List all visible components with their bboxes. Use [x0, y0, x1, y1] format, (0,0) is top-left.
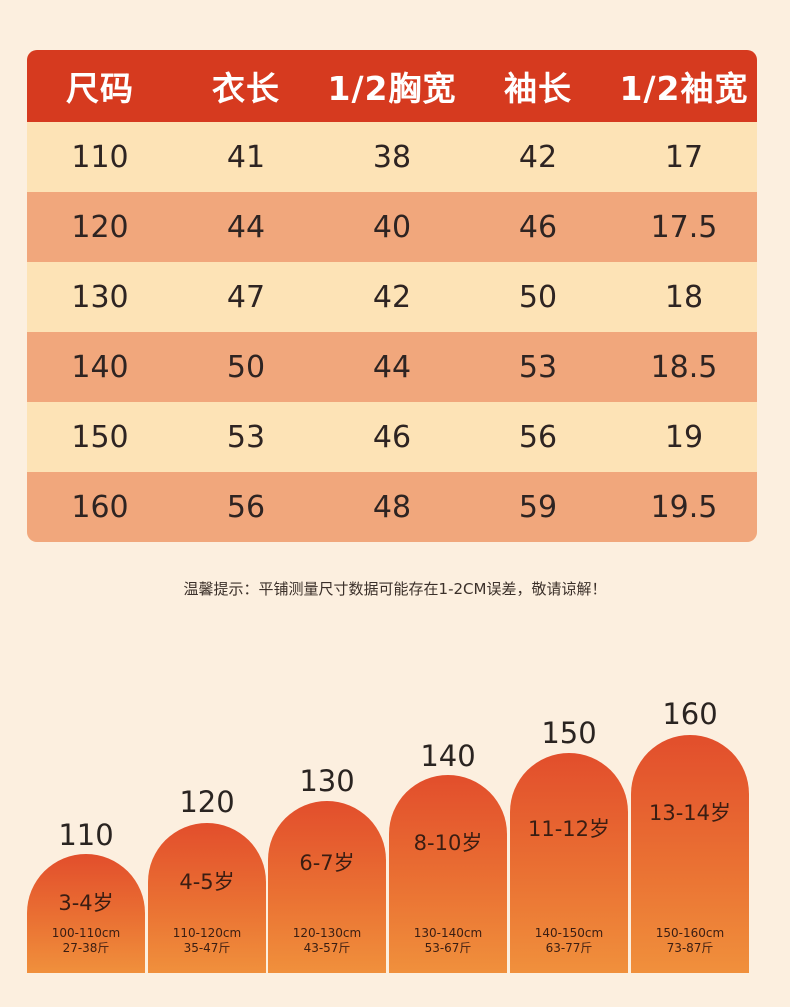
bar-age-label: 13-14岁: [648, 801, 732, 825]
bar-height-range: 110-120cm: [172, 926, 242, 940]
cell-half-sleeve-width: 18.5: [650, 349, 718, 385]
cell-length: 56: [226, 489, 266, 525]
cell-length: 41: [226, 139, 266, 175]
bar-size-label: 120: [179, 785, 235, 819]
table-row: 160 56 48 59 19.5: [27, 472, 757, 542]
cell-sleeve-length: 42: [518, 139, 558, 175]
bar-height-range: 130-140cm: [413, 926, 483, 940]
cell-sleeve-length: 50: [518, 279, 558, 315]
cell-length: 44: [226, 209, 266, 245]
cell-half-sleeve-width: 17: [664, 139, 704, 175]
bar-size-label: 110: [58, 818, 114, 852]
measurement-tip: 温馨提示：平铺测量尺寸数据可能存在1-2CM误差，敬请谅解！: [183, 580, 607, 598]
cell-size: 120: [71, 209, 129, 245]
cell-half-chest: 42: [372, 279, 412, 315]
bar-weight-range: 73-87斤: [666, 941, 714, 955]
cell-half-sleeve-width: 17.5: [650, 209, 718, 245]
bar-height-range: 100-110cm: [51, 926, 121, 940]
cell-sleeve-length: 53: [518, 349, 558, 385]
bar-age-label: 11-12岁: [527, 817, 611, 841]
cell-half-sleeve-width: 18: [664, 279, 704, 315]
bar-weight-range: 27-38斤: [62, 941, 110, 955]
header-half-chest: 1/2胸宽: [327, 69, 457, 108]
table-row: 130 47 42 50 18: [27, 262, 757, 332]
header-length: 衣长: [212, 69, 280, 108]
cell-size: 150: [71, 419, 129, 455]
size-table: 尺码 衣长 1/2胸宽 袖长 1/2袖宽 110 41 38 42 17 120…: [27, 50, 757, 542]
cell-size: 160: [71, 489, 129, 525]
bar-height-range: 140-150cm: [534, 926, 604, 940]
cell-half-chest: 48: [372, 489, 412, 525]
size-bar: [268, 801, 386, 973]
size-bar: [27, 854, 145, 973]
cell-length: 47: [226, 279, 266, 315]
bar-height-range: 120-130cm: [292, 926, 362, 940]
table-row: 150 53 46 56 19: [27, 402, 757, 472]
bar-weight-range: 35-47斤: [183, 941, 231, 955]
cell-half-chest: 40: [372, 209, 412, 245]
size-bar: [389, 775, 507, 973]
cell-sleeve-length: 46: [518, 209, 558, 245]
size-bar: [631, 735, 749, 973]
cell-half-sleeve-width: 19.5: [650, 489, 718, 525]
table-row: 120 44 40 46 17.5: [27, 192, 757, 262]
bar-age-label: 8-10岁: [413, 831, 483, 855]
table-body: 110 41 38 42 17 120 44 40 46 17.5 130 47…: [27, 122, 757, 542]
cell-half-sleeve-width: 19: [664, 419, 704, 455]
header-sleeve-length: 袖长: [504, 69, 572, 108]
table-row: 140 50 44 53 18.5: [27, 332, 757, 402]
size-bar: [148, 823, 266, 973]
bar-age-label: 3-4岁: [58, 891, 114, 915]
bar-age-label: 6-7岁: [299, 851, 355, 875]
cell-length: 53: [226, 419, 266, 455]
bar-size-label: 130: [299, 764, 355, 798]
bar-size-label: 160: [662, 697, 718, 731]
header-half-sleeve-width: 1/2袖宽: [619, 69, 749, 108]
cell-sleeve-length: 59: [518, 489, 558, 525]
bar-height-range: 150-160cm: [655, 926, 725, 940]
cell-half-chest: 44: [372, 349, 412, 385]
bar-weight-range: 53-67斤: [424, 941, 472, 955]
cell-size: 140: [71, 349, 129, 385]
header-size: 尺码: [66, 69, 134, 108]
cell-size: 130: [71, 279, 129, 315]
bar-age-label: 4-5岁: [179, 870, 235, 894]
size-bar: [510, 753, 628, 973]
bar-size-label: 140: [420, 739, 476, 773]
cell-sleeve-length: 56: [518, 419, 558, 455]
cell-half-chest: 38: [372, 139, 412, 175]
bar-weight-range: 43-57斤: [303, 941, 351, 955]
cell-length: 50: [226, 349, 266, 385]
cell-half-chest: 46: [372, 419, 412, 455]
bar-size-label: 150: [541, 716, 597, 750]
table-header: 尺码 衣长 1/2胸宽 袖长 1/2袖宽: [27, 50, 757, 122]
cell-size: 110: [71, 139, 129, 175]
bar-weight-range: 63-77斤: [545, 941, 593, 955]
table-row: 110 41 38 42 17: [27, 122, 757, 192]
